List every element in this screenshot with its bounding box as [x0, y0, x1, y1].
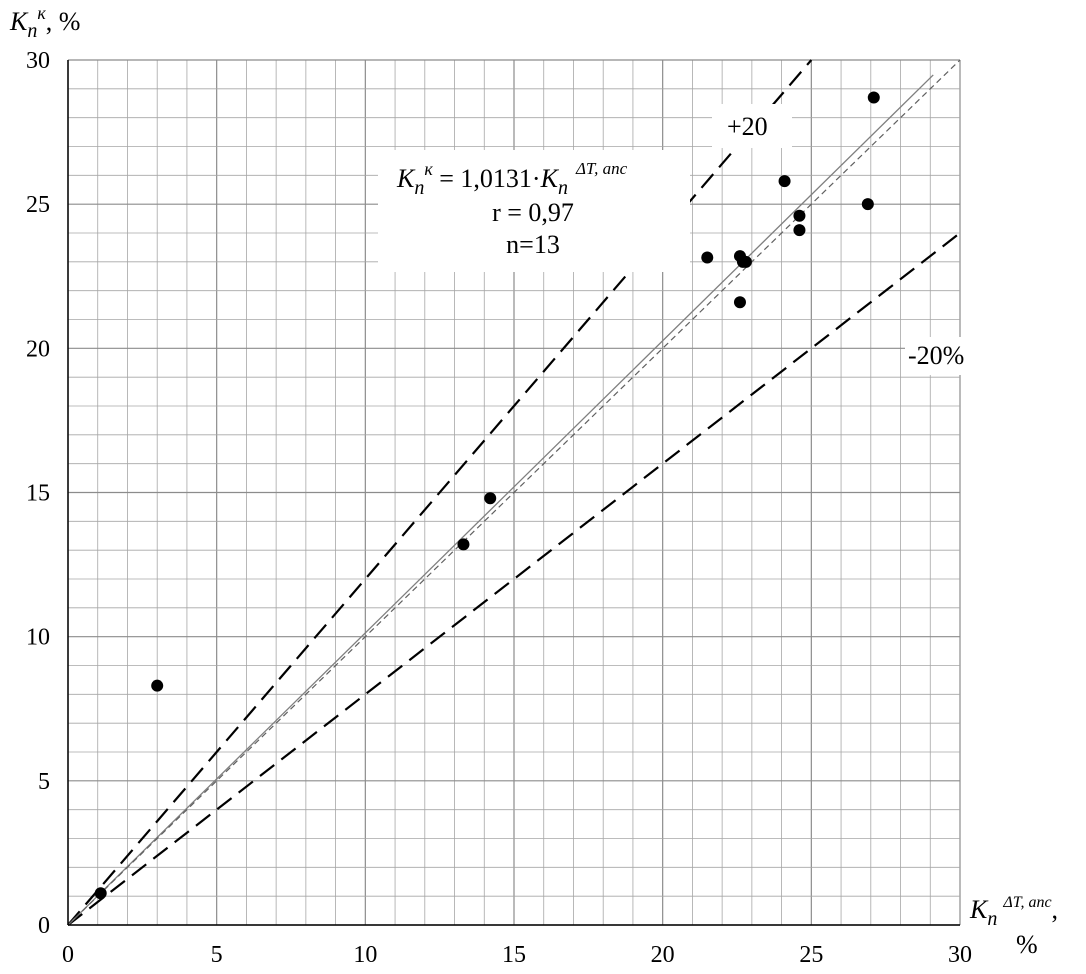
xlabel-sub: n: [987, 908, 997, 930]
y-tick-label: 30: [26, 48, 50, 74]
eq-lhs-main: K: [396, 164, 416, 193]
lower-bound-label: -20%: [908, 341, 964, 370]
upper-label-box: [712, 104, 792, 148]
data-point: [793, 209, 806, 222]
eq-rhs-sup: ΔT, anc: [575, 159, 628, 178]
xlabel-sup: ΔT, anc: [1002, 894, 1051, 911]
data-point: [457, 538, 470, 551]
y-tick-label: 20: [26, 336, 50, 362]
x-axis-unit: %: [1016, 930, 1038, 959]
data-point: [739, 255, 752, 268]
x-tick-label: 30: [948, 942, 972, 968]
equation-n: n=13: [506, 230, 560, 259]
x-tick-label: 0: [62, 942, 74, 968]
y-tick-label: 5: [38, 769, 50, 795]
data-point: [867, 91, 880, 104]
x-tick-label: 10: [353, 942, 377, 968]
eq-lhs-sup: к: [424, 159, 433, 179]
y-axis-title: Knк, %: [9, 3, 80, 42]
data-point: [733, 296, 746, 309]
data-point: [94, 887, 107, 900]
y-tick-label: 15: [26, 481, 50, 507]
y-tick-label: 10: [26, 625, 50, 651]
identity-line: [67, 59, 961, 926]
tick-labels: 0 5 10 15 20 25 30 0 5 10 15 20 25 30: [26, 48, 972, 968]
data-point: [778, 175, 791, 188]
x-tick-label: 25: [799, 942, 823, 968]
eq-rhs-sub: n: [558, 177, 568, 199]
x-tick-label: 15: [502, 942, 526, 968]
ylabel-unit: , %: [46, 7, 81, 36]
fit-line: [67, 74, 934, 926]
data-point: [793, 224, 806, 237]
data-point: [151, 679, 164, 692]
data-point: [701, 251, 714, 264]
lower-label-box: [905, 337, 965, 375]
ylabel-sup: к: [37, 3, 46, 23]
eq-rhs: = 1,0131·: [433, 164, 541, 193]
upper-bound-label: +20: [727, 112, 768, 141]
x-tick-label: 5: [211, 942, 223, 968]
data-point: [484, 492, 497, 505]
equation-r: r = 0,97: [492, 198, 574, 227]
equation-box: [378, 150, 690, 272]
data-points: [94, 91, 880, 900]
y-tick-label: 25: [26, 192, 50, 218]
xlabel-main: K: [969, 895, 989, 924]
x-axis-title: Kn ΔT, anc,: [969, 894, 1058, 930]
eq-lhs-sub: n: [414, 177, 424, 199]
equation-line-1: Knк = 1,0131·KnΔT, anc: [396, 159, 628, 199]
eq-rhs-main: K: [540, 164, 560, 193]
data-point: [861, 198, 874, 211]
ylabel-main: K: [9, 7, 29, 36]
x-tick-label: 20: [651, 942, 675, 968]
y-tick-label: 0: [38, 913, 50, 939]
xlabel-unit: ,: [1052, 895, 1059, 924]
ylabel-sub: n: [27, 20, 37, 42]
